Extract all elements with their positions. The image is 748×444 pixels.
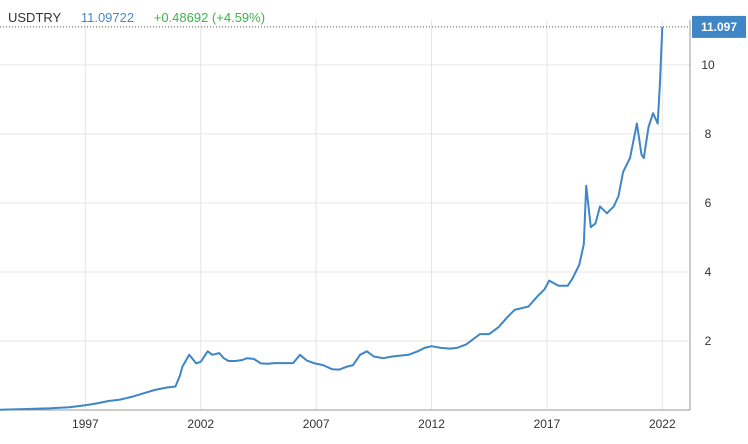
x-tick-label: 2012 (418, 417, 445, 431)
series-line (0, 26, 664, 411)
price-change: +0.48692 (+4.59%) (153, 10, 266, 25)
last-value-label: 11.097 (701, 20, 737, 34)
y-tick-label: 8 (705, 127, 712, 141)
last-value-badge (692, 15, 746, 38)
x-tick-label: 2022 (649, 417, 676, 431)
x-tick-label: 2007 (303, 417, 330, 431)
symbol-label: USDTRY (8, 10, 62, 25)
x-tick-label: 2017 (534, 417, 561, 431)
y-tick-label: 6 (705, 196, 712, 210)
last-price: 11.09722 (80, 10, 135, 25)
x-tick-label: 2002 (187, 417, 214, 431)
y-tick-label: 4 (705, 265, 712, 279)
x-tick-label: 1997 (72, 417, 99, 431)
quote-header: USDTRY 11.09722 +0.48692 (+4.59%) (8, 10, 281, 25)
y-tick-label: 2 (705, 334, 712, 348)
y-tick-label: 10 (701, 58, 715, 72)
